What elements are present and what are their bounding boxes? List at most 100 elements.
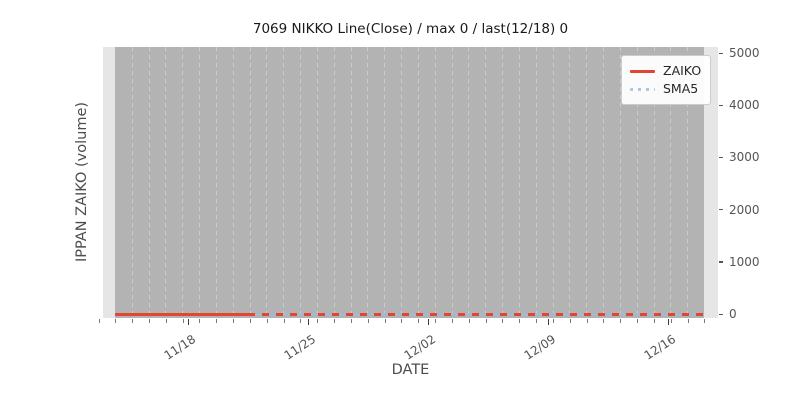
vertical-gridline	[266, 47, 268, 318]
x-minor-tick	[653, 319, 655, 323]
legend-rows: ZAIKO SMA5	[630, 62, 702, 98]
x-minor-tick	[317, 319, 319, 323]
vertical-gridline	[417, 47, 419, 318]
x-minor-tick	[367, 319, 369, 323]
x-axis-title: DATE	[391, 362, 430, 378]
x-minor-tick	[687, 319, 689, 323]
vertical-gridline	[249, 47, 251, 318]
x-major-tick	[308, 319, 310, 325]
vertical-gridline	[131, 47, 133, 318]
y-tick	[719, 313, 723, 315]
x-minor-tick	[199, 319, 201, 323]
legend-label: SMA5	[663, 81, 699, 96]
sma5-line-swatch-icon	[630, 87, 655, 91]
x-minor-tick	[451, 319, 453, 323]
vertical-gridline	[182, 47, 184, 318]
x-minor-tick	[283, 319, 285, 323]
vertical-gridline	[367, 47, 369, 318]
x-minor-tick	[468, 319, 470, 323]
y-tick-label: 1000	[729, 254, 760, 269]
vertical-gridline	[333, 47, 335, 318]
legend-item-sma5: SMA5	[630, 80, 702, 98]
x-minor-tick	[233, 319, 235, 323]
x-minor-tick	[485, 319, 487, 323]
x-tick-label: 12/02	[401, 332, 439, 363]
x-minor-tick	[670, 319, 672, 323]
y-tick	[719, 52, 723, 54]
x-tick-label: 11/18	[161, 332, 199, 363]
vertical-gridline	[199, 47, 201, 318]
x-minor-tick	[350, 319, 352, 323]
x-tick-label: 12/09	[521, 332, 559, 363]
x-minor-tick	[266, 319, 268, 323]
x-minor-tick	[115, 319, 117, 323]
y-tick-label: 5000	[729, 46, 760, 60]
vertical-gridline	[148, 47, 150, 318]
x-minor-tick	[418, 319, 420, 323]
x-minor-tick	[519, 319, 521, 323]
x-minor-tick	[182, 319, 184, 323]
vertical-gridline	[687, 47, 689, 318]
vertical-gridline	[434, 47, 436, 318]
vertical-gridline	[636, 47, 638, 318]
y-tick-label: 4000	[729, 98, 760, 113]
vertical-gridline	[670, 47, 672, 318]
x-minor-tick	[637, 319, 639, 323]
x-major-tick	[188, 319, 190, 325]
vertical-gridline	[300, 47, 302, 318]
vertical-gridline	[384, 47, 386, 318]
vertical-gridline	[535, 47, 537, 318]
legend-item-zaiko: ZAIKO	[630, 62, 702, 80]
x-minor-tick	[620, 319, 622, 323]
x-minor-tick	[165, 319, 167, 323]
vertical-gridline	[586, 47, 588, 318]
y-tick-label: 2000	[729, 202, 760, 217]
x-tick-label: 12/16	[641, 332, 679, 363]
y-tick-label: 0	[729, 307, 737, 321]
vertical-gridline	[502, 47, 504, 318]
x-minor-tick	[249, 319, 251, 323]
vertical-gridline	[569, 47, 571, 318]
x-tick-label: 11/25	[281, 332, 319, 363]
legend: ZAIKO SMA5	[621, 55, 711, 105]
x-minor-tick	[98, 319, 100, 323]
vertical-gridline	[451, 47, 453, 318]
vertical-gridline	[350, 47, 352, 318]
data-range-band	[115, 47, 704, 318]
x-major-tick	[548, 319, 550, 325]
x-minor-tick	[704, 319, 706, 323]
vertical-gridline	[283, 47, 285, 318]
x-minor-tick	[586, 319, 588, 323]
x-minor-tick	[536, 319, 538, 323]
x-minor-tick	[401, 319, 403, 323]
vertical-gridline	[215, 47, 217, 318]
x-minor-tick	[569, 319, 571, 323]
x-minor-tick	[435, 319, 437, 323]
x-minor-tick	[216, 319, 218, 323]
y-tick	[719, 104, 723, 107]
y-tick	[719, 209, 723, 211]
vertical-gridline	[603, 47, 605, 318]
x-minor-tick	[148, 319, 150, 323]
vertical-gridline	[619, 47, 621, 318]
x-minor-tick	[603, 319, 605, 323]
y-tick	[719, 261, 723, 263]
vertical-gridline	[552, 47, 554, 318]
vertical-gridline	[468, 47, 470, 318]
vertical-gridline	[653, 47, 655, 318]
x-minor-tick	[384, 319, 386, 323]
y-tick-label: 3000	[729, 150, 760, 165]
vertical-gridline	[232, 47, 234, 318]
y-axis-title: IPPAN ZAIKO (volume)	[74, 101, 90, 263]
x-minor-tick	[132, 319, 134, 323]
x-minor-tick	[552, 319, 554, 323]
x-minor-tick	[502, 319, 504, 323]
zaiko-line-swatch-icon	[630, 69, 655, 73]
vertical-gridline	[518, 47, 520, 318]
sma5-series-line	[255, 313, 704, 316]
chart-title: 7069 NIKKO Line(Close) / max 0 / last(12…	[252, 21, 569, 37]
plot-area	[103, 47, 718, 318]
x-major-tick	[668, 319, 670, 325]
x-minor-tick	[334, 319, 336, 323]
